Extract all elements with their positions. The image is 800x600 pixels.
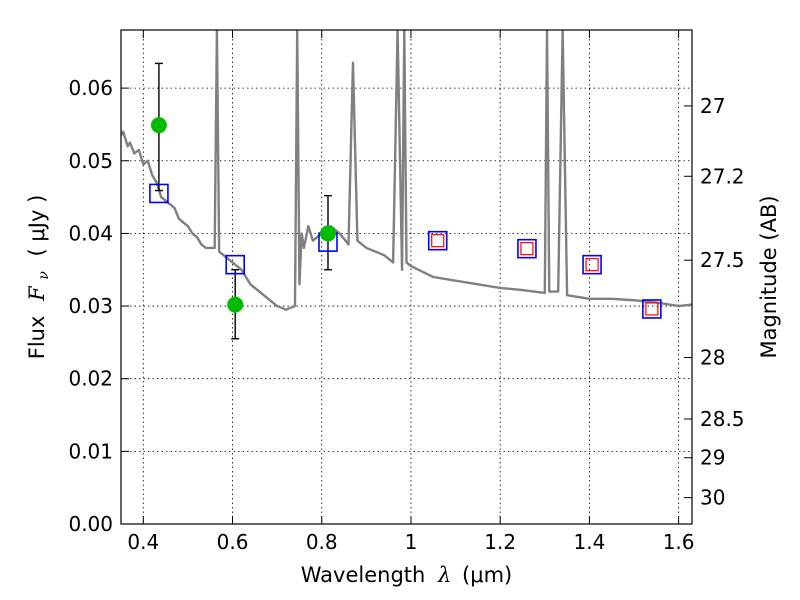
y2-tick-label: 28 [700,346,725,370]
observed-point [319,225,336,242]
observed-point [150,117,167,134]
y2-tick-label: 27.5 [700,248,745,272]
y-tick-label: 0.00 [68,512,113,536]
data-markers [149,117,662,319]
y-tick-label: 0.03 [68,294,113,318]
spectrum-line [121,30,692,311]
y-axis-label: Flux F ν ( μJy ) [25,195,52,360]
y2-tick-label: 30 [700,486,725,510]
model-red-square [520,242,534,256]
plot-frame [120,29,693,525]
x-tick-label: 1.6 [663,530,695,554]
model-blue-square [517,238,537,259]
y-axis: 0.00 0.01 0.02 0.03 0.04 0.05 0.06 [68,76,129,536]
y-tick-label: 0.02 [68,367,113,391]
x-tick-label: 1 [405,530,418,554]
y-tick-label: 0.01 [68,439,113,463]
x-tick-label: 0.8 [306,530,338,554]
x-axis-label: Wavelength λ (μm) [301,563,512,587]
gridlines [121,30,692,525]
y2-tick-label: 27 [700,94,725,118]
model-red-square [585,258,599,272]
y-tick-label: 0.05 [68,149,113,173]
x-tick-label: 0.4 [127,530,159,554]
y2-axis: 27 27.2 27.5 28 28.5 29 30 [684,94,745,510]
model-blue-square [225,254,245,275]
y2-tick-label: 27.2 [700,164,745,188]
x-tick-label: 1.4 [573,530,605,554]
model-blue-square [582,254,602,275]
y-tick-label: 0.04 [68,221,113,245]
error-bars [154,62,332,340]
x-axis: 0.4 0.6 0.8 1 1.2 1.4 1.6 [127,30,695,554]
model-blue-square [427,230,448,251]
model-blue-square [642,299,662,319]
y-tick-label: 0.06 [68,76,113,100]
model-red-square [645,302,659,316]
x-tick-label: 0.6 [217,530,249,554]
y2-axis-label: Magnitude (AB) [757,195,781,358]
model-red-square [431,234,445,248]
y2-tick-label: 29 [700,446,725,470]
y2-tick-label: 28.5 [700,407,745,431]
x-tick-label: 1.2 [484,530,516,554]
observed-point [227,296,244,313]
model-blue-square [149,183,169,204]
model-spectrum [121,30,692,311]
